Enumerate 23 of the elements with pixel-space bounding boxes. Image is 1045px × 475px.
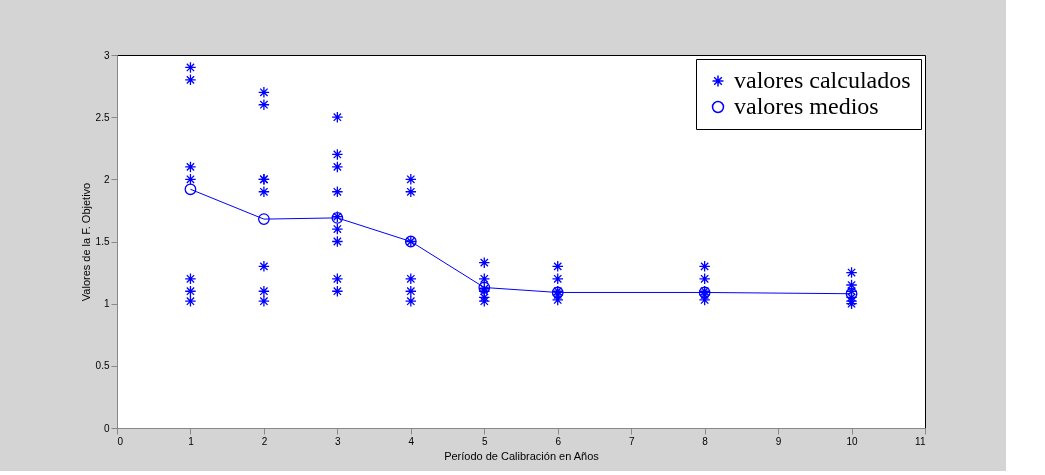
x-tick-label: 8 xyxy=(702,435,709,447)
y-tick-label: 1 xyxy=(103,298,110,310)
x-tick-label: 4 xyxy=(408,435,415,447)
x-tick-label: 2 xyxy=(261,435,268,447)
x-tick-label: 7 xyxy=(628,435,635,447)
x-tick-label: 1 xyxy=(188,435,195,447)
y-tick-label: 2.5 xyxy=(95,111,110,123)
y-tick-label: 0 xyxy=(103,422,110,434)
x-tick-label: 3 xyxy=(335,435,342,447)
y-tick-label: 3 xyxy=(103,49,110,61)
y-tick-label: 0.5 xyxy=(95,360,110,372)
y-tick-label: 1.5 xyxy=(95,236,110,247)
x-tick-label: 5 xyxy=(481,435,488,447)
y-tick-label: 2 xyxy=(103,173,110,185)
x-tick-label: 6 xyxy=(555,435,562,447)
x-tick-label: 10 xyxy=(846,435,859,447)
x-tick-label: 11 xyxy=(915,435,926,447)
x-axis-title: Período de Calibración en Años xyxy=(444,449,600,462)
x-tick-label: 9 xyxy=(775,435,782,447)
legend-label: valores medios xyxy=(734,93,879,119)
y-axis-title: Valores de la F. Objetivo xyxy=(79,182,92,302)
legend-label: valores calculados xyxy=(734,67,911,93)
x-tick-label: 0 xyxy=(117,435,124,447)
